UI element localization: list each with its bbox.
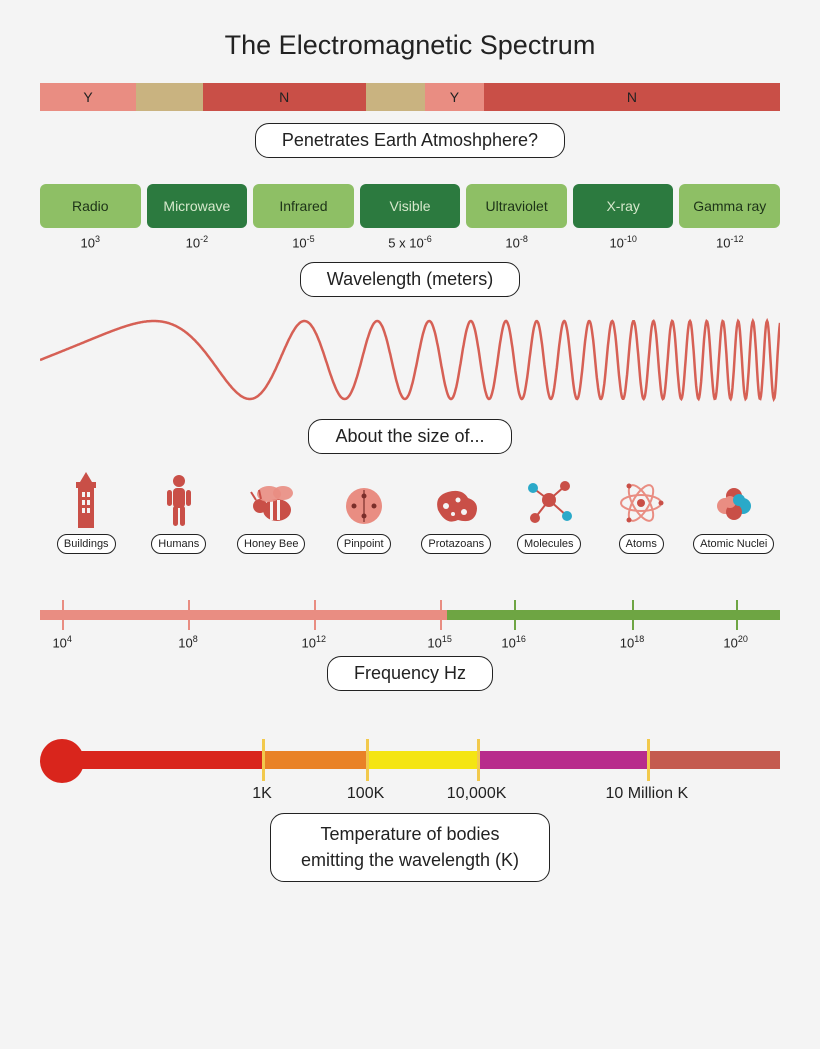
frequency-bar-low	[40, 610, 447, 620]
frequency-tick-label: 1015	[427, 634, 451, 650]
temperature-scale: 1K100K10,000K10 Million K	[40, 733, 780, 799]
human-icon	[164, 472, 194, 528]
frequency-tick-label: 108	[178, 634, 197, 650]
size-item: Pinpoint	[322, 472, 406, 554]
wavelength-value: 10-12	[679, 234, 780, 250]
frequency-tick-label: 1020	[723, 634, 747, 650]
pinpoint-icon	[342, 472, 386, 528]
wavelength-value: 10-10	[573, 234, 674, 250]
size-item-label: Humans	[151, 534, 206, 554]
spectrum-band: Gamma ray	[679, 184, 780, 228]
frequency-tick	[314, 600, 316, 630]
penetrate-segment	[136, 83, 203, 111]
wave-diagram	[40, 315, 780, 405]
bee-icon	[243, 472, 299, 528]
wavelength-value: 10-5	[253, 234, 354, 250]
temperature-segment	[647, 751, 780, 769]
temperature-tick-label: 100K	[347, 785, 384, 803]
temperature-label: Temperature of bodiesemitting the wavele…	[270, 813, 550, 881]
frequency-tick-label: 1018	[620, 634, 644, 650]
size-item: Buildings	[44, 472, 128, 554]
size-item: Molecules	[507, 472, 591, 554]
size-comparison-row: Buildings Humans Honey Bee	[40, 472, 780, 554]
nuclei-icon	[710, 472, 758, 528]
temperature-tick	[262, 739, 265, 781]
wavelength-value: 103	[40, 234, 141, 250]
size-label: About the size of...	[308, 419, 511, 454]
size-item-label: Protazoans	[421, 534, 491, 554]
size-item-label: Pinpoint	[337, 534, 391, 554]
penetrate-label: Penetrates Earth Atmoshphere?	[255, 123, 565, 158]
size-item: Atomic Nuclei	[692, 472, 776, 554]
size-item-label: Honey Bee	[237, 534, 305, 554]
temperature-tick	[366, 739, 369, 781]
size-item: Protazoans	[414, 472, 498, 554]
molecule-icon	[523, 472, 575, 528]
atom-icon	[616, 472, 666, 528]
protozoan-icon	[428, 472, 484, 528]
temperature-tick-label: 10,000K	[447, 785, 507, 803]
temperature-segment	[366, 751, 477, 769]
temperature-tick	[477, 739, 480, 781]
size-item: Honey Bee	[229, 472, 313, 554]
frequency-tick	[62, 600, 64, 630]
frequency-tick	[440, 600, 442, 630]
frequency-tick	[514, 600, 516, 630]
wavelength-values: 103 10-2 10-5 5 x 10-6 10-8 10-10 10-12	[40, 234, 780, 250]
frequency-tick	[188, 600, 190, 630]
penetrate-segment: Y	[425, 83, 484, 111]
spectrum-bands: RadioMicrowaveInfraredVisibleUltraviolet…	[40, 184, 780, 228]
temperature-segment	[70, 751, 262, 769]
wavelength-value: 5 x 10-6	[360, 234, 461, 250]
temperature-tick	[647, 739, 650, 781]
size-item-label: Buildings	[57, 534, 116, 554]
spectrum-band: Radio	[40, 184, 141, 228]
penetrate-segment: Y	[40, 83, 136, 111]
spectrum-band: Ultraviolet	[466, 184, 567, 228]
size-item-label: Atoms	[619, 534, 664, 554]
frequency-tick	[736, 600, 738, 630]
temperature-tick-label: 1K	[252, 785, 272, 803]
frequency-tick-label: 1012	[302, 634, 326, 650]
penetrate-bar: YNYN	[40, 83, 780, 111]
size-item-label: Atomic Nuclei	[693, 534, 774, 554]
frequency-tick	[632, 600, 634, 630]
spectrum-band: X-ray	[573, 184, 674, 228]
temperature-segment	[262, 751, 366, 769]
spectrum-band: Infrared	[253, 184, 354, 228]
temperature-segment	[477, 751, 647, 769]
penetrate-segment: N	[203, 83, 366, 111]
page-title: The Electromagnetic Spectrum	[40, 30, 780, 61]
spectrum-band: Visible	[360, 184, 461, 228]
frequency-label: Frequency Hz	[327, 656, 493, 691]
frequency-bar-high	[447, 610, 780, 620]
wavelength-value: 10-2	[147, 234, 248, 250]
wavelength-label: Wavelength (meters)	[300, 262, 520, 297]
frequency-tick-label: 104	[52, 634, 71, 650]
penetrate-segment: N	[484, 83, 780, 111]
penetrate-segment	[366, 83, 425, 111]
spectrum-band: Microwave	[147, 184, 248, 228]
frequency-scale: 10410810121015101610181020	[40, 596, 780, 642]
size-item: Atoms	[599, 472, 683, 554]
frequency-tick-label: 1016	[501, 634, 525, 650]
wavelength-value: 10-8	[466, 234, 567, 250]
building-icon	[68, 472, 104, 528]
temperature-tick-label: 10 Million K	[605, 785, 688, 803]
size-item-label: Molecules	[517, 534, 581, 554]
size-item: Humans	[137, 472, 221, 554]
